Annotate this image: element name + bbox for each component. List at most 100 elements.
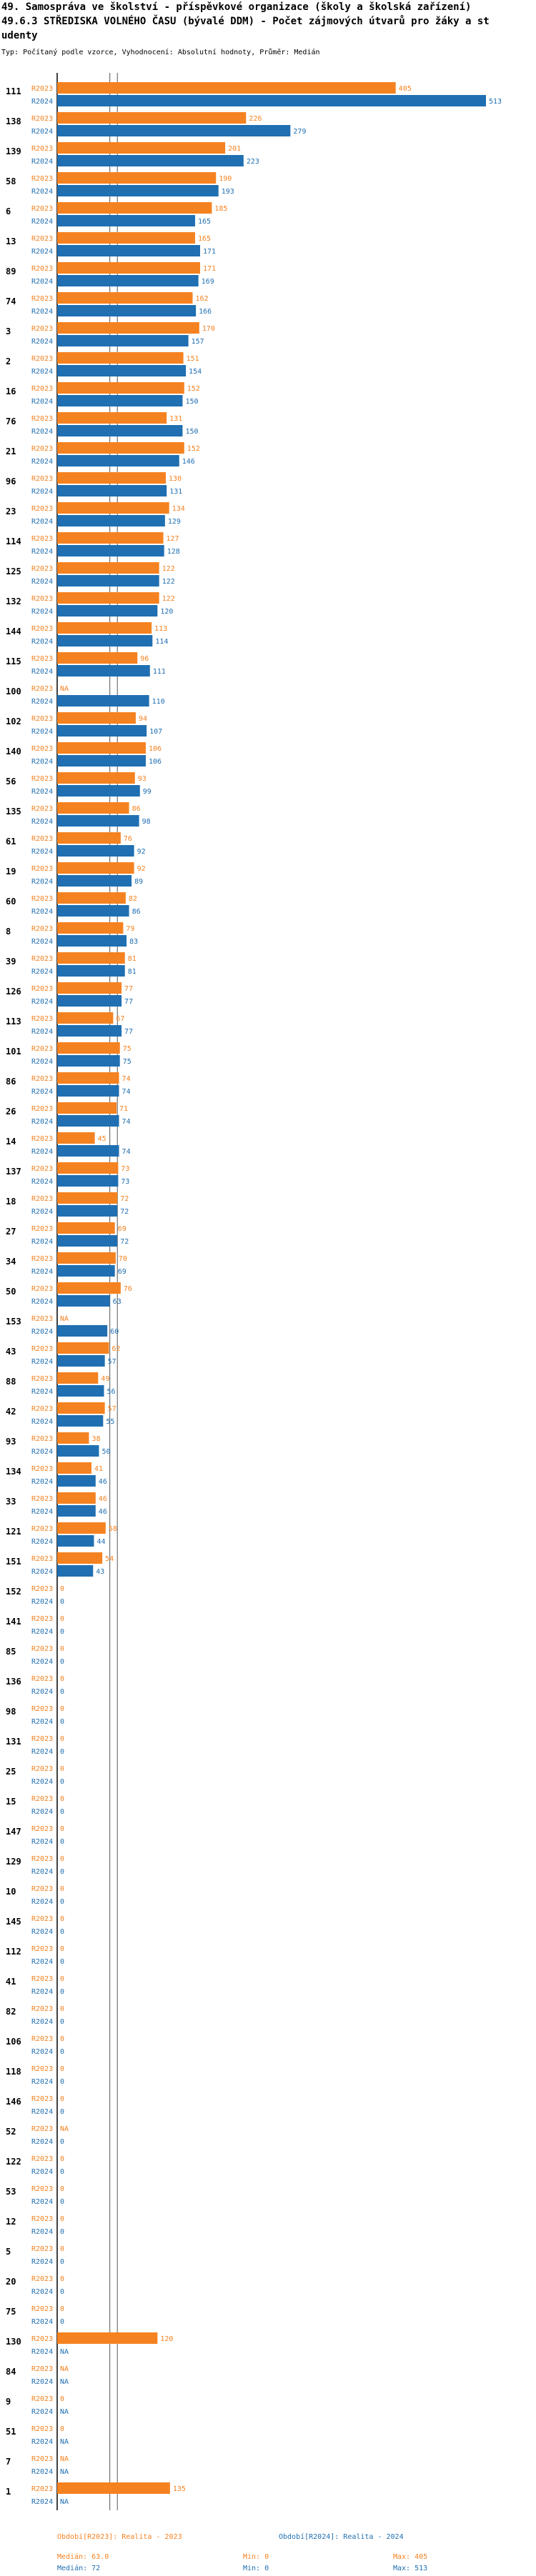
chart-subtitle: Typ: Počítaný podle vzorce, Vyhodnocení:… (1, 49, 320, 56)
data-label: 165 (198, 235, 211, 243)
bar (57, 652, 138, 664)
group-label: 147 (6, 1827, 21, 1837)
group-label: 106 (6, 2037, 21, 2047)
data-label: 0 (60, 1598, 64, 1606)
series-label: R2024 (31, 818, 53, 826)
bar (57, 275, 199, 286)
bar (57, 1025, 122, 1037)
bar (57, 112, 247, 124)
bar (57, 395, 183, 406)
legend-r2024: Období[R2024]: Realita - 2024 (279, 2532, 404, 2541)
data-label: 171 (203, 248, 216, 256)
series-label: R2023 (31, 85, 53, 93)
bar (57, 262, 200, 274)
data-label: 171 (203, 265, 216, 273)
series-label: R2023 (31, 1915, 53, 1923)
group-label: 52 (6, 2127, 16, 2137)
bar (57, 875, 132, 887)
data-label: 226 (249, 115, 262, 123)
group-label: 18 (6, 1197, 16, 1207)
data-label: 279 (293, 128, 306, 136)
series-label: R2023 (31, 1645, 53, 1653)
data-label: 405 (399, 85, 412, 93)
legend-r2024-min: Min: 0 (243, 2565, 269, 2572)
bar (57, 1085, 119, 1097)
group-label: 102 (6, 717, 21, 727)
bar (57, 1042, 120, 1054)
group-label: 8 (6, 927, 11, 937)
data-label: 93 (138, 775, 147, 783)
series-label: R2023 (31, 565, 53, 573)
series-label: R2024 (31, 1868, 53, 1876)
bar (57, 155, 244, 166)
data-label: 166 (199, 308, 212, 316)
bar (57, 965, 125, 977)
series-label: R2024 (31, 788, 53, 796)
legend-r2023-median: Medián: 63.0 (57, 2552, 109, 2561)
series-label: R2023 (31, 2335, 53, 2343)
data-label: 77 (124, 985, 133, 993)
series-label: R2023 (31, 1015, 53, 1023)
legend-r2024-median: Medián: 72 (57, 2564, 100, 2572)
group-label: 111 (6, 86, 21, 96)
group-label: 113 (6, 1017, 21, 1027)
bar (57, 455, 179, 466)
data-label: 94 (139, 715, 147, 723)
series-label: R2023 (31, 115, 53, 123)
series-label: R2023 (31, 955, 53, 963)
bar (57, 125, 291, 136)
data-label: 69 (118, 1225, 126, 1233)
series-label: R2024 (31, 638, 53, 646)
group-label: 39 (6, 957, 16, 967)
data-label: 46 (99, 1495, 107, 1503)
series-label: R2023 (31, 1825, 53, 1833)
series-label: R2024 (31, 2228, 53, 2236)
bar (57, 322, 199, 334)
series-label: R2024 (31, 1178, 53, 1186)
group-label: 144 (6, 626, 21, 636)
chart-title-line2: 49.6.3 STŘEDISKA VOLNÉHO ČASU (bývalé DD… (1, 16, 490, 27)
legend-r2023-max: Max: 405 (393, 2553, 427, 2561)
data-label: 111 (153, 668, 166, 676)
data-label: 0 (60, 2185, 64, 2193)
group-label: 33 (6, 1497, 16, 1507)
data-label: 0 (60, 1688, 64, 1696)
data-label: 73 (121, 1178, 129, 1186)
group-label: 98 (6, 1707, 16, 1717)
data-label: 76 (124, 1285, 132, 1293)
bar (57, 922, 124, 934)
series-label: R2023 (31, 2365, 53, 2373)
data-label: 86 (132, 908, 141, 916)
series-label: R2024 (31, 2168, 53, 2176)
data-label: 0 (60, 1718, 64, 1726)
bar (57, 1415, 104, 1427)
series-label: R2023 (31, 1795, 53, 1803)
series-label: R2024 (31, 2438, 53, 2446)
bar (57, 365, 187, 376)
bar (57, 82, 396, 94)
series-label: R2024 (31, 1568, 53, 1576)
series-label: R2023 (31, 2035, 53, 2043)
bar (57, 1072, 119, 1084)
series-label: R2023 (31, 1135, 53, 1143)
data-label: 0 (60, 1855, 64, 1863)
series-label: R2023 (31, 625, 53, 633)
series-label: R2024 (31, 98, 53, 106)
series-label: R2024 (31, 128, 53, 136)
group-label: 76 (6, 416, 16, 426)
bar (57, 1222, 115, 1234)
data-label: 146 (182, 458, 195, 466)
data-label: 165 (198, 218, 211, 226)
data-label: 0 (60, 1628, 64, 1636)
group-label: 138 (6, 116, 21, 126)
series-label: R2024 (31, 968, 53, 976)
data-label: 0 (60, 2018, 64, 2026)
group-label: 13 (6, 236, 16, 246)
data-label: 50 (101, 1448, 110, 1456)
bar (57, 575, 159, 586)
bar (57, 95, 486, 106)
data-label: 0 (60, 2395, 64, 2403)
bar (57, 862, 134, 874)
data-label: 122 (162, 578, 175, 586)
